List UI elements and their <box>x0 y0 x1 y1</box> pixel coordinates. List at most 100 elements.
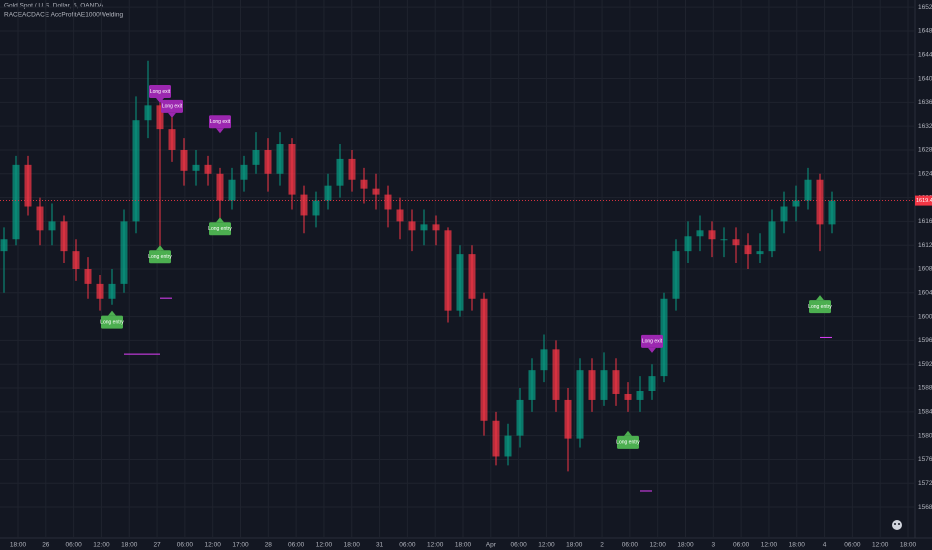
signal-arrow <box>168 112 176 118</box>
x-tick-label: 12:00 <box>538 542 555 549</box>
signal-label: Long entry <box>100 319 124 325</box>
y-tick-label: 1604.000 <box>918 290 932 297</box>
candle-body <box>816 179 824 225</box>
candle-body <box>492 420 500 457</box>
candle-body <box>144 105 152 121</box>
signal-box <box>149 250 171 264</box>
candle-body <box>84 269 92 284</box>
x-tick-label: 06:00 <box>844 542 861 549</box>
x-tick-label: 4 <box>823 542 827 549</box>
x-tick-label: 06:00 <box>510 542 527 549</box>
x-tick-label: 28 <box>265 542 273 549</box>
candle-body <box>60 221 68 252</box>
candle-body <box>468 254 476 299</box>
logo <box>892 520 902 530</box>
x-tick-label: 12:00 <box>427 542 444 549</box>
y-tick-label: 1588.000 <box>918 385 932 392</box>
x-tick-label: 18:00 <box>344 542 361 549</box>
candle-body <box>12 164 20 240</box>
signal: Long exit <box>161 99 183 118</box>
candle-body <box>756 251 764 255</box>
candle-body <box>336 158 344 186</box>
signal: Long exit <box>149 84 171 103</box>
x-tick-label: 06:00 <box>622 542 639 549</box>
candle-body <box>168 129 176 150</box>
x-tick-label: 06:00 <box>65 542 82 549</box>
candle-body <box>696 230 704 237</box>
signal-box <box>101 315 123 329</box>
x-tick-label: 06:00 <box>733 542 750 549</box>
x-tick-label: 18:00 <box>900 542 917 549</box>
signal-label: Long entry <box>808 304 832 310</box>
signal: Long entry <box>100 310 124 329</box>
x-tick-label: 18:00 <box>789 542 806 549</box>
y-tick-label: 1616.000 <box>918 218 932 225</box>
candle-body <box>204 164 212 174</box>
y-tick-label: 1640.000 <box>918 75 932 82</box>
candle-body <box>360 179 368 189</box>
signal-arrow <box>216 128 224 134</box>
x-tick-label: 18:00 <box>10 542 27 549</box>
y-tick-label: 1600.000 <box>918 313 932 320</box>
candle-body <box>288 144 296 195</box>
candle-body <box>36 206 44 231</box>
signal-box <box>209 115 231 129</box>
candle-body <box>228 179 236 201</box>
x-tick-label: 12:00 <box>93 542 110 549</box>
y-tick-label: 1592.000 <box>918 361 932 368</box>
candle-body <box>24 164 32 207</box>
candle-body <box>648 376 656 392</box>
candle-body <box>252 149 260 165</box>
candle-body <box>108 283 116 299</box>
signal-label: Long entry <box>148 254 172 260</box>
x-tick-label: 06:00 <box>177 542 194 549</box>
x-tick-label: 26 <box>42 542 50 549</box>
candle-body <box>828 200 836 225</box>
candle-body <box>708 230 716 240</box>
candle-body <box>432 224 440 231</box>
signal: Long entry <box>808 295 832 314</box>
y-tick-label: 1644.000 <box>918 51 932 58</box>
candle-body <box>324 185 332 201</box>
candle-body <box>264 149 272 174</box>
y-tick-label: 1652.000 <box>918 4 932 11</box>
signal-arrow <box>108 310 116 316</box>
chart-title: Gold Spot / U.S. Dollar, 5, OANDA <box>4 3 104 10</box>
candle-body <box>384 194 392 210</box>
candle-body <box>480 298 488 421</box>
signal-label: Long exit <box>210 119 231 125</box>
x-tick-label: 18:00 <box>566 542 583 549</box>
candle-body <box>120 221 128 284</box>
candle-body <box>744 245 752 255</box>
signal: Long exit <box>641 334 663 353</box>
candle-body <box>300 194 308 216</box>
candle-body <box>792 200 800 207</box>
signal-label: Long exit <box>150 89 171 95</box>
signal-box <box>149 84 171 98</box>
candle-body <box>804 179 812 201</box>
y-tick-label: 1568.000 <box>918 504 932 511</box>
x-tick-label: 2 <box>600 542 604 549</box>
x-tick-label: 12:00 <box>761 542 778 549</box>
last-price-label: 1619.496 <box>916 198 932 204</box>
y-tick-label: 1608.000 <box>918 266 932 273</box>
candle-body <box>456 254 464 311</box>
y-tick-label: 1596.000 <box>918 337 932 344</box>
candle-body <box>636 391 644 400</box>
x-tick-label: Apr <box>486 542 497 549</box>
candle-body <box>192 164 200 171</box>
candle-body <box>348 158 356 180</box>
signal-box <box>641 334 663 348</box>
candle-body <box>660 298 668 377</box>
last-price-box <box>915 195 932 206</box>
indicator-title: RACEACDACE AccProfitAE1000Welding <box>4 12 123 19</box>
signal-arrow <box>156 245 164 251</box>
x-tick-label: 18:00 <box>677 542 694 549</box>
y-tick-label: 1576.000 <box>918 456 932 463</box>
signal-label: Long exit <box>642 339 663 345</box>
x-tick-label: 31 <box>376 542 384 549</box>
y-tick-label: 1624.000 <box>918 170 932 177</box>
x-tick-label: 12:00 <box>872 542 889 549</box>
